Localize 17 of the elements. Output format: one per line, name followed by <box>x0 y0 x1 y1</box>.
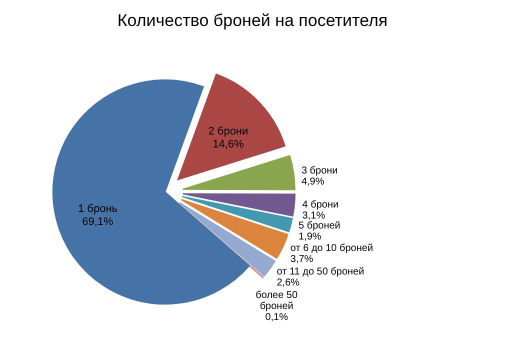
data-label: 2,6% <box>276 277 300 288</box>
slice-label: 3 брони <box>301 166 338 177</box>
slice-label: 2 брони <box>208 126 248 138</box>
data-label: 69,1% <box>82 216 114 228</box>
chart-title: Количество броней на посетителя <box>117 11 388 30</box>
slice-label: от 11 до 50 броней <box>276 266 364 278</box>
slice-label: от 6 до 10 броней <box>290 243 374 254</box>
data-label: 14,6% <box>212 138 244 151</box>
data-label: 1,9% <box>298 232 322 243</box>
data-label: 0,1% <box>265 312 288 324</box>
data-label: 4,9% <box>301 176 324 188</box>
data-label: 3,1% <box>302 210 326 222</box>
data-label: 3,7% <box>290 254 314 266</box>
slice-label: более 50 броней <box>256 290 298 312</box>
slice-label: 5 броней <box>298 220 340 232</box>
slice-label: 1 бронь <box>78 203 118 216</box>
slice-label: 4 брони <box>302 200 339 211</box>
